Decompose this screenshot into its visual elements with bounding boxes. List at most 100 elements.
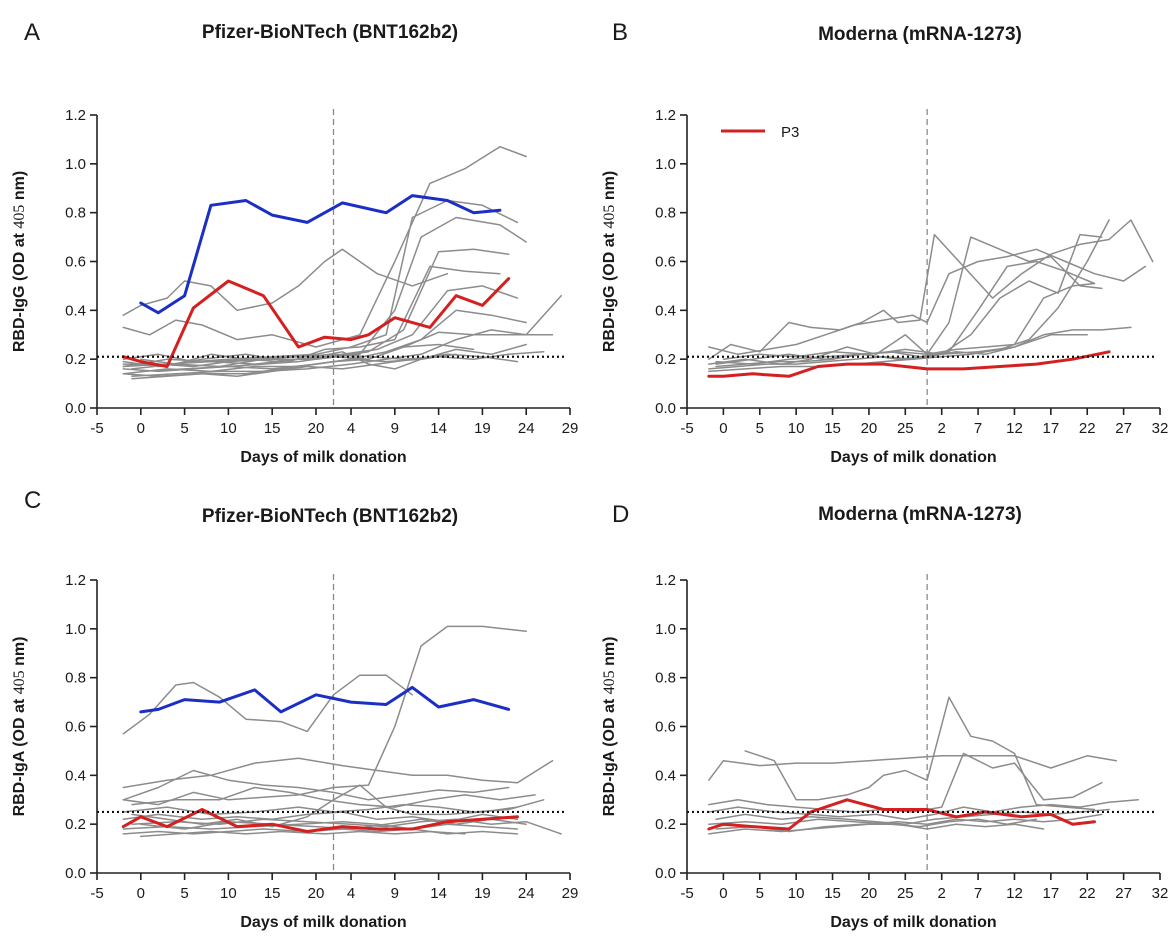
x-tick-label: 24 (518, 420, 535, 437)
y-tick-label: 0.8 (655, 205, 676, 222)
x-tick-label: 4 (347, 885, 355, 902)
panel-d: D Moderna (mRNA-1273) 0.0 0.2 0.4 0.6 0.8 1.0 1.… (601, 501, 1168, 931)
y-axis-title-prefix: RBD-IgA (OD at (11, 694, 28, 816)
x-tick-label: 5 (756, 420, 764, 437)
y-axis-title: RBD-IgA (OD at 405 nm) (11, 637, 28, 817)
panel-letter: D (612, 501, 629, 528)
y-tick-label: 0.2 (655, 816, 676, 833)
y-axis-title-unit: 405 (601, 205, 618, 229)
y-axis-title-suffix: nm) (11, 637, 28, 671)
x-tick-label: 0 (719, 885, 727, 902)
series-line-gray (744, 696, 1096, 811)
y-tick-label: 0.2 (65, 351, 86, 368)
x-tick-label: 10 (220, 420, 237, 437)
series-line-red (121, 277, 511, 368)
series-line-gray (122, 265, 501, 368)
series-line-gray (708, 219, 1110, 373)
series-line-gray (140, 818, 527, 830)
series-line-gray (122, 769, 510, 801)
y-tick-label: 0.4 (65, 767, 86, 784)
x-tick-label: 9 (391, 420, 399, 437)
y-axis-title-unit: 405 (601, 670, 618, 694)
y-tick-label: 0.0 (65, 865, 86, 882)
x-tick-label: 27 (1115, 885, 1132, 902)
x-tick-label: -5 (90, 885, 103, 902)
series-line-gray (715, 823, 1045, 833)
x-tick-label: 7 (974, 420, 982, 437)
x-tick-label: -5 (680, 885, 693, 902)
panel-b: B Moderna (mRNA-1273) 0.0 0.2 0.4 0.6 0.8 1.0 1.… (601, 19, 1168, 466)
y-tick-label: 0.8 (65, 670, 86, 687)
series-line-gray (708, 755, 1118, 781)
series-line-blue (139, 194, 502, 315)
y-tick-label: 1.2 (65, 572, 86, 589)
x-tick-label: 27 (1115, 420, 1132, 437)
x-tick-label: 10 (788, 885, 805, 902)
y-tick-label: 0.8 (655, 670, 676, 687)
y-axis-title-unit: 405 (11, 205, 28, 229)
series-line-gray (708, 248, 1147, 356)
series-line-gray (708, 813, 1103, 835)
series-line-gray (131, 786, 536, 808)
x-tick-label: 17 (1043, 420, 1060, 437)
x-tick-label: 29 (562, 420, 579, 437)
series-line-gray (122, 674, 414, 735)
panel-title: Moderna (mRNA-1273) (818, 24, 1022, 45)
x-tick-label: 25 (897, 885, 914, 902)
series-line-gray (140, 351, 457, 370)
y-axis-title-prefix: RBD-IgG (OD at (11, 229, 28, 353)
y-axis-title-suffix: nm) (11, 171, 28, 205)
x-tick-label: 15 (264, 420, 281, 437)
series-line-gray (122, 757, 554, 789)
series-line-gray (122, 625, 527, 806)
y-axis-title: RBD-IgA (OD at 405 nm) (601, 637, 618, 817)
series-line-gray (708, 799, 1139, 821)
series-line-gray (722, 334, 1088, 360)
x-axis-title: Days of milk donation (830, 914, 996, 931)
x-tick-label: 19 (474, 885, 491, 902)
x-tick-label: 17 (1043, 885, 1060, 902)
x-tick-label: 14 (430, 420, 447, 437)
y-tick-label: 1.2 (65, 107, 86, 124)
panel-title: Pfizer-BioNTech (BNT162b2) (202, 506, 458, 527)
x-tick-label: 32 (1152, 885, 1169, 902)
series-line-gray (122, 343, 475, 373)
x-tick-label: 2 (938, 420, 946, 437)
x-tick-label: 22 (1079, 420, 1096, 437)
y-tick-label: 1.2 (655, 572, 676, 589)
y-tick-label: 0.6 (65, 254, 86, 271)
x-tick-label: 20 (861, 420, 878, 437)
x-tick-label: 24 (518, 885, 535, 902)
y-tick-label: 0.6 (655, 254, 676, 271)
series-line-gray (715, 260, 1096, 368)
x-tick-label: 25 (897, 420, 914, 437)
panel-letter: B (612, 19, 628, 46)
x-axis-title: Days of milk donation (240, 449, 406, 466)
x-tick-label: 5 (180, 885, 188, 902)
x-tick-label: 14 (430, 885, 447, 902)
legend-label: P3 (781, 124, 799, 141)
series-line-gray (122, 145, 527, 348)
y-axis-title-prefix: RBD-IgA (OD at (601, 694, 618, 816)
panel-title: Pfizer-BioNTech (BNT162b2) (202, 22, 458, 43)
x-tick-label: 20 (861, 885, 878, 902)
series-line-red (707, 798, 1096, 831)
y-axis-title-unit: 405 (11, 670, 28, 694)
panel-letter: C (24, 487, 41, 514)
x-tick-label: 22 (1079, 885, 1096, 902)
x-tick-label: 15 (824, 885, 841, 902)
x-tick-label: 12 (1006, 420, 1023, 437)
y-tick-label: 0.0 (655, 865, 676, 882)
x-tick-label: 5 (180, 420, 188, 437)
series-line-gray (140, 830, 466, 838)
x-tick-label: 10 (220, 885, 237, 902)
y-tick-label: 1.0 (65, 621, 86, 638)
panel-letter: A (24, 19, 40, 46)
series-line-gray (708, 219, 1154, 360)
x-tick-label: 20 (308, 420, 325, 437)
y-tick-label: 0.2 (65, 816, 86, 833)
x-tick-label: 7 (974, 885, 982, 902)
x-tick-label: 4 (347, 420, 355, 437)
